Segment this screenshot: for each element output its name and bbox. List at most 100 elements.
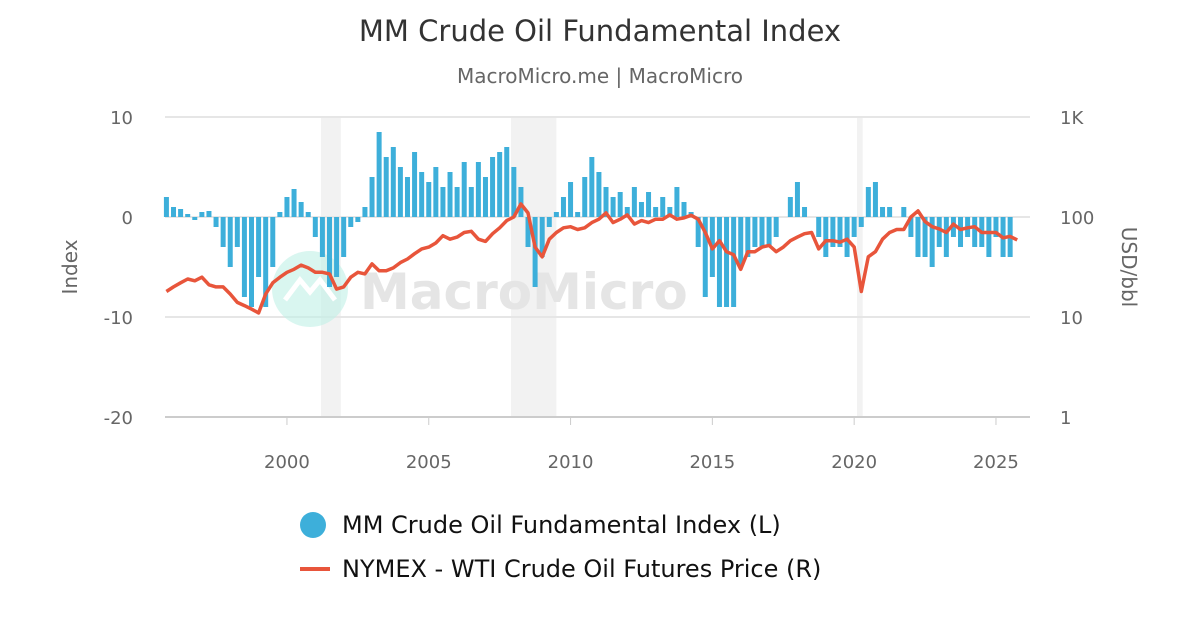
price-line (165, 202, 1018, 315)
index-bar (270, 217, 276, 267)
index-bar (631, 187, 637, 217)
index-bar (617, 192, 623, 217)
watermark-text: MacroMicro (360, 263, 688, 321)
index-bar (766, 217, 772, 247)
index-bar (348, 217, 354, 227)
index-bar (915, 217, 921, 257)
index-bar (638, 202, 644, 217)
index-bar (241, 217, 247, 297)
index-bar (731, 217, 737, 307)
index-bar (752, 217, 758, 247)
legend-line-icon (300, 567, 330, 571)
index-bar (291, 189, 297, 217)
index-bar (695, 217, 701, 247)
index-bar (716, 217, 722, 307)
index-bar (950, 217, 956, 237)
index-bar (759, 217, 765, 247)
index-bar (504, 147, 510, 217)
index-bar (908, 217, 914, 237)
watermark-logo-icon (283, 275, 337, 302)
index-bar (837, 217, 843, 247)
index-bar (553, 212, 559, 217)
y-tick-right: 100 (1060, 208, 1094, 229)
index-bar (305, 212, 311, 217)
index-bar (482, 177, 488, 217)
index-bar (475, 162, 481, 217)
index-bar (397, 167, 403, 217)
y-tick-left: 10 (110, 108, 133, 129)
x-tick-label: 2000 (264, 452, 310, 473)
index-bar (568, 182, 574, 217)
index-bar (220, 217, 226, 247)
y-tick-right: 10 (1060, 308, 1083, 329)
index-bar (511, 167, 517, 217)
index-bar (518, 187, 524, 217)
index-bar (986, 217, 992, 257)
index-bar (525, 217, 531, 247)
index-bar (936, 217, 942, 247)
index-bar (412, 152, 418, 217)
index-bar (312, 217, 318, 237)
x-tick-label: 2025 (973, 452, 1019, 473)
index-bar (872, 182, 878, 217)
index-bar (284, 197, 290, 217)
index-bar (674, 187, 680, 217)
y-axis-label-right: USD/bbl (1117, 227, 1141, 307)
index-bar (901, 207, 907, 217)
index-bar (724, 217, 730, 307)
index-bar (433, 167, 439, 217)
index-bar (419, 172, 425, 217)
index-bar (369, 177, 375, 217)
index-bar (929, 217, 935, 267)
index-bar (404, 177, 410, 217)
index-bar (234, 217, 240, 247)
index-bar (653, 207, 659, 217)
index-bar (263, 217, 269, 307)
index-bar (582, 177, 588, 217)
y-axis-label-left: Index (58, 239, 82, 294)
chart-title: MM Crude Oil Fundamental Index (358, 14, 842, 48)
index-bar (440, 187, 446, 217)
index-bar (646, 192, 652, 217)
y-tick-left: -10 (104, 308, 133, 329)
index-bar (922, 217, 928, 257)
index-bar (972, 217, 978, 247)
y-tick-right: 1K (1060, 108, 1084, 129)
index-bar (958, 217, 964, 247)
index-bar (213, 217, 219, 227)
recession-band (857, 117, 863, 417)
index-bar (390, 147, 396, 217)
y-tick-left: -20 (104, 408, 133, 429)
index-bar (454, 187, 460, 217)
index-bar (794, 182, 800, 217)
index-bar (192, 217, 198, 220)
index-bar (355, 217, 361, 222)
index-bar (383, 157, 389, 217)
index-bar (426, 182, 432, 217)
index-bar (787, 197, 793, 217)
index-bar (816, 217, 822, 237)
index-bar (610, 197, 616, 217)
index-bar (738, 217, 744, 267)
index-bar (319, 217, 325, 257)
index-bar (560, 197, 566, 217)
index-bar (185, 214, 191, 217)
x-tick-label: 2005 (406, 452, 452, 473)
legend-item-price[interactable]: NYMEX - WTI Crude Oil Futures Price (R) (300, 555, 821, 583)
legend-item-index[interactable]: MM Crude Oil Fundamental Index (L) (300, 511, 781, 539)
index-bar (539, 217, 545, 257)
index-bar (326, 217, 332, 287)
legend-label-price: NYMEX - WTI Crude Oil Futures Price (R) (342, 555, 822, 583)
index-bar (865, 187, 871, 217)
index-bar (880, 207, 886, 217)
index-bar (851, 217, 857, 237)
index-bar (589, 157, 595, 217)
x-tick-label: 2010 (548, 452, 594, 473)
index-bar (660, 197, 666, 217)
index-bar (745, 217, 751, 257)
index-bar (823, 217, 829, 257)
index-bar (603, 187, 609, 217)
index-bar (341, 217, 347, 257)
index-bar (667, 207, 673, 217)
